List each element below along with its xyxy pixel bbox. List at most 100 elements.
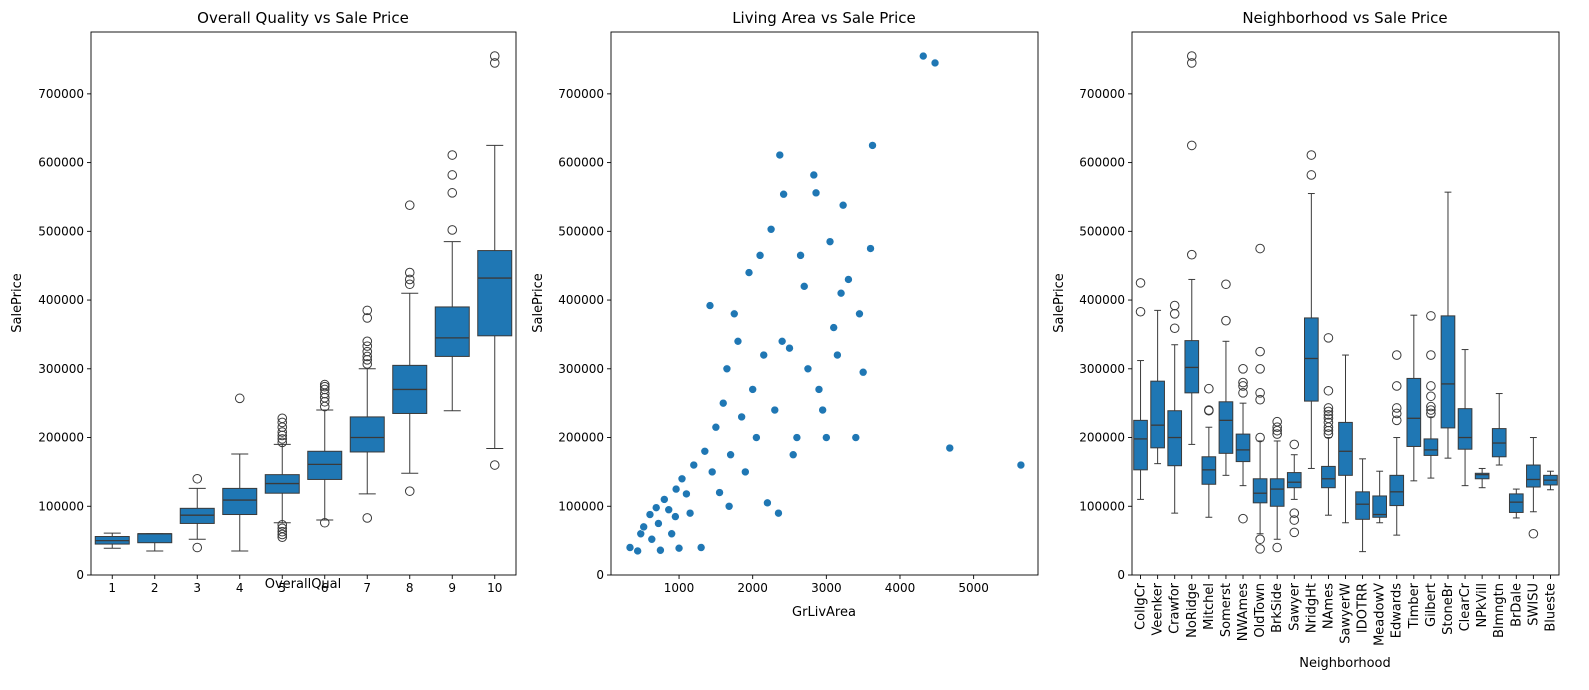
y-tick-label: 400000 (38, 293, 84, 307)
outlier-point (277, 417, 288, 428)
x-tick-label: IDOTRR (1356, 583, 1371, 633)
scatter-point (674, 543, 684, 553)
scatter-point (838, 200, 848, 210)
x-tick-label: Sawyer (1287, 582, 1302, 631)
box-plot-marks (1133, 51, 1558, 554)
scatter-marks (625, 51, 1026, 556)
scatter-point (700, 446, 710, 456)
outlier-point (319, 379, 330, 390)
scatter-point (671, 484, 681, 494)
outlier-point (1255, 534, 1265, 545)
box-2 (137, 533, 173, 544)
outlier-point (1255, 363, 1265, 374)
scatter-point (748, 385, 757, 394)
scatter-point (792, 433, 802, 442)
scatter-point (788, 450, 798, 460)
scatter-point (718, 398, 728, 408)
panel-overall-quality: Overall Quality vs Sale Price OverallQua… (10, 9, 517, 595)
outlier-point (192, 473, 203, 484)
scatter-point (667, 529, 676, 539)
x-tick-label: MeadowV (1373, 583, 1388, 646)
outlier-point (1289, 508, 1300, 518)
scatter-point (696, 543, 706, 552)
scatter-point (796, 251, 805, 260)
scatter-point (682, 489, 691, 499)
outlier-point (1391, 403, 1402, 413)
scatter-point (689, 460, 699, 470)
box-ClearCr (1457, 408, 1473, 450)
outlier-point (1426, 391, 1436, 402)
outlier-point (404, 267, 415, 278)
scatter-point (639, 522, 648, 532)
scatter-point (822, 433, 831, 442)
plot-frame (610, 31, 1039, 576)
outlier-point (1323, 403, 1334, 413)
scatter-point (868, 141, 877, 150)
outlier-point (1255, 243, 1265, 254)
box-7 (349, 416, 385, 453)
y-tick-label: 500000 (1079, 224, 1125, 238)
outlier-point (404, 486, 415, 496)
outlier-point (1323, 413, 1334, 424)
scatter-point (759, 350, 769, 360)
scatter-point (733, 337, 743, 346)
outlier-point (1391, 415, 1402, 426)
outlier-point (1186, 51, 1197, 61)
box-OldTown (1252, 478, 1268, 504)
x-tick-label: NridgHt (1304, 583, 1319, 633)
outlier-point (1255, 394, 1265, 405)
outlier-point (234, 393, 245, 404)
y-axis-label: SalePrice (1052, 273, 1067, 333)
outlier-point (1238, 363, 1248, 374)
y-tick-label: 700000 (1079, 87, 1125, 101)
outlier-point (1391, 350, 1402, 360)
x-tick-label: StoneBr (1441, 582, 1456, 634)
y-tick-label: 100000 (38, 499, 84, 513)
x-tick-label: Somerst (1219, 583, 1234, 637)
outlier-point (277, 434, 288, 444)
box-Mitchel (1201, 456, 1217, 485)
box-BrDale (1508, 493, 1524, 513)
scatter-point (855, 309, 864, 319)
outlier-point (1391, 408, 1402, 419)
outlier-point (1204, 405, 1214, 415)
y-tick-label: 500000 (558, 224, 604, 238)
scatter-point (752, 433, 761, 442)
y-tick-label: 300000 (1079, 362, 1125, 376)
scatter-point (799, 282, 809, 291)
scatter-point (729, 309, 739, 319)
y-tick-label: 600000 (1079, 156, 1125, 170)
scatter-point (833, 350, 842, 360)
outlier-point (277, 520, 288, 530)
plot-frame (1131, 31, 1560, 576)
outlier-point (404, 274, 415, 285)
outlier-point (447, 150, 458, 160)
outlier-point (1255, 388, 1265, 398)
scatter-point (645, 510, 655, 519)
scatter-point (803, 364, 813, 374)
outlier-point (1135, 306, 1146, 317)
scatter-point (814, 385, 824, 394)
outlier-point (1323, 410, 1334, 420)
scatter-point (726, 450, 735, 460)
outlier-point (362, 346, 373, 357)
panel-living-area: Living Area vs Sale Price GrLivArea Sale… (531, 9, 1039, 620)
outlier-point (1323, 385, 1334, 396)
y-tick-label: 100000 (558, 499, 604, 513)
outlier-point (447, 170, 458, 180)
scatter-point (705, 301, 715, 310)
outlier-point (1426, 381, 1436, 391)
box-6 (307, 450, 343, 480)
outlier-point (1238, 377, 1248, 388)
outlier-point (447, 188, 458, 198)
scatter-point (755, 251, 765, 260)
x-tick-label: SawyerW (1339, 583, 1354, 644)
x-tick-label: Mitchel (1202, 583, 1217, 630)
y-tick-label: 400000 (1079, 293, 1125, 307)
outlier-point (489, 58, 500, 68)
y-tick-label: 0 (76, 568, 84, 582)
outlier-point (404, 279, 415, 290)
x-tick-label: NAmes (1321, 583, 1336, 629)
outlier-point (447, 225, 458, 235)
outlier-point (1323, 333, 1334, 343)
